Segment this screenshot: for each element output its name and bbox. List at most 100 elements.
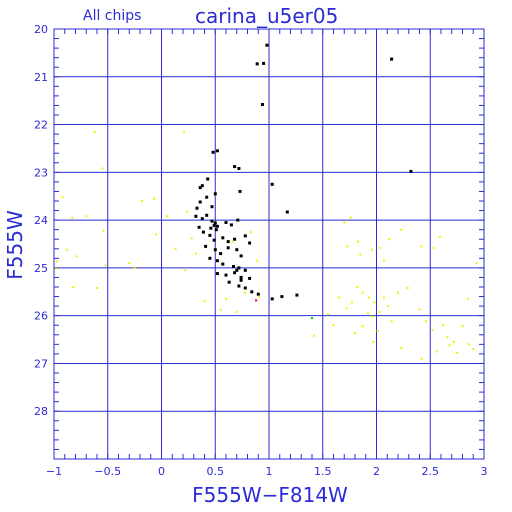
data-point	[435, 350, 438, 353]
y-tick-label: 23	[34, 166, 48, 179]
data-point	[420, 245, 423, 248]
data-point	[442, 324, 445, 327]
data-point	[388, 238, 391, 241]
data-point	[212, 223, 216, 227]
data-point	[350, 301, 353, 304]
y-tick-label: 24	[34, 214, 48, 227]
plot-frame	[53, 28, 485, 460]
data-point	[184, 269, 187, 272]
data-point	[213, 192, 217, 196]
data-point	[101, 167, 104, 170]
data-point	[368, 296, 370, 299]
data-point	[337, 296, 340, 299]
data-point	[295, 293, 299, 297]
data-point	[93, 130, 96, 133]
x-tick-labels: −1 −0.5 0 0.5 1 1.5 2 2.5 3	[46, 465, 488, 478]
data-point	[467, 343, 470, 346]
y-tick-label: 27	[34, 357, 48, 370]
data-point	[233, 237, 237, 241]
data-point	[235, 310, 238, 313]
data-point	[165, 215, 168, 218]
data-point	[265, 43, 269, 47]
data-point	[313, 334, 316, 337]
data-point	[200, 217, 204, 221]
data-point	[204, 244, 208, 248]
data-point	[239, 278, 243, 282]
data-point	[224, 273, 228, 277]
data-point	[432, 246, 435, 249]
data-point	[248, 276, 252, 280]
data-point	[327, 313, 330, 316]
data-point	[190, 237, 193, 240]
data-point	[155, 233, 158, 236]
y-tick-label: 25	[34, 262, 48, 275]
data-point	[237, 266, 241, 270]
data-point	[227, 280, 231, 284]
data-point	[345, 307, 348, 310]
data-point	[201, 230, 205, 234]
data-point	[61, 196, 64, 199]
data-point	[256, 292, 260, 296]
data-point	[219, 308, 222, 311]
data-point	[466, 297, 469, 300]
data-point	[239, 275, 243, 279]
data-point	[235, 268, 239, 272]
data-point	[215, 272, 219, 276]
data-point	[232, 265, 235, 268]
data-points	[55, 43, 478, 360]
data-point	[200, 184, 204, 188]
data-point	[280, 295, 284, 299]
data-point	[243, 234, 247, 238]
x-axis-title: F555W−F814W	[192, 483, 348, 507]
data-point	[213, 248, 217, 252]
data-point	[205, 213, 209, 217]
data-point	[233, 271, 237, 275]
data-point	[406, 287, 409, 289]
x-tick-label: 2.5	[422, 465, 440, 478]
data-point	[203, 300, 206, 303]
data-point	[361, 291, 364, 294]
data-point	[372, 340, 375, 343]
data-point	[354, 332, 356, 335]
data-point	[475, 262, 478, 265]
data-point	[256, 259, 259, 262]
data-point	[387, 305, 390, 308]
x-tick-label: 1.5	[314, 465, 332, 478]
data-point	[183, 130, 186, 133]
data-point	[55, 267, 58, 270]
data-point	[239, 254, 243, 258]
data-point	[383, 296, 385, 299]
data-point	[226, 246, 230, 250]
data-point	[244, 291, 247, 294]
data-point	[174, 247, 177, 250]
data-point	[461, 325, 464, 328]
data-point	[195, 206, 199, 210]
data-point	[208, 233, 212, 237]
data-point	[258, 295, 261, 298]
data-point	[332, 324, 335, 327]
data-point	[357, 240, 360, 243]
data-point	[206, 177, 210, 181]
x-tick-label: 0	[158, 465, 165, 478]
data-point	[198, 186, 202, 190]
data-point	[225, 297, 227, 300]
data-point	[400, 228, 403, 231]
data-point	[205, 195, 209, 199]
data-point	[237, 284, 241, 288]
data-point	[211, 150, 215, 154]
data-point	[229, 223, 233, 227]
data-point	[250, 290, 254, 294]
data-point	[371, 248, 374, 251]
data-point	[431, 329, 434, 331]
data-point	[65, 248, 68, 251]
data-point	[261, 103, 264, 106]
data-point	[236, 218, 240, 222]
x-tick-label: 3	[481, 465, 488, 478]
data-point	[85, 215, 88, 218]
data-point	[400, 347, 403, 350]
data-point	[255, 299, 258, 302]
data-point	[343, 221, 346, 224]
data-point	[448, 344, 451, 347]
